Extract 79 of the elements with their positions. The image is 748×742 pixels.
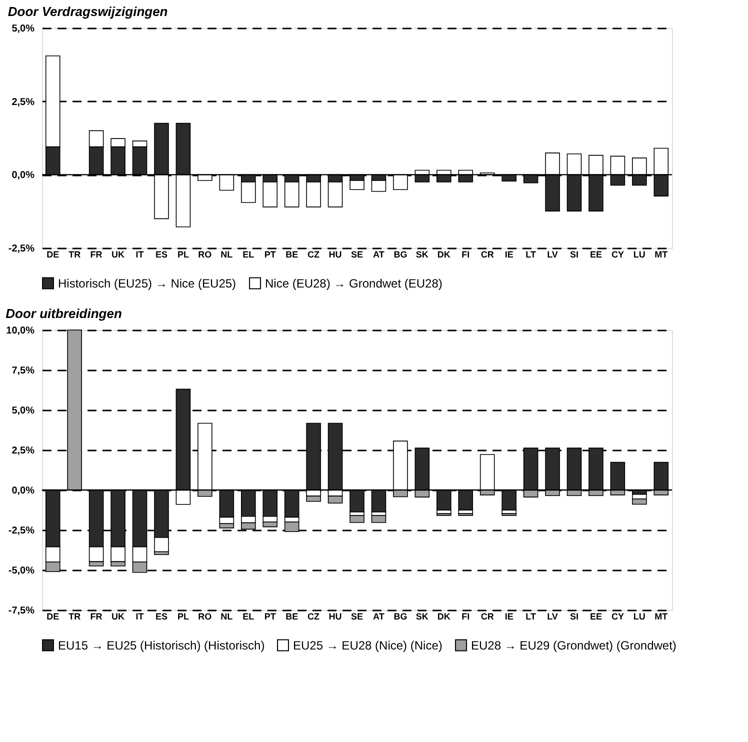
x-tick-label: EE bbox=[590, 250, 602, 260]
x-tick-label: EL bbox=[242, 250, 255, 260]
x-tick-label: ES bbox=[155, 612, 168, 622]
x-tick-label: DK bbox=[437, 250, 451, 260]
x-tick-label: MT bbox=[654, 612, 668, 622]
x-tick-label: HU bbox=[328, 612, 342, 622]
x-tick-label: FR bbox=[90, 612, 103, 622]
y-tick-label: 2,5% bbox=[12, 446, 35, 456]
legend-label: EU15 → EU25 (Historisch) (Historisch) bbox=[58, 638, 265, 652]
legend-label: EU25 → EU28 (Nice) (Nice) bbox=[293, 638, 442, 652]
x-tick-label: MT bbox=[654, 250, 668, 260]
x-tick-label: ES bbox=[155, 250, 168, 260]
x-tick-label: PL bbox=[177, 612, 190, 622]
x-tick-label: IE bbox=[504, 250, 514, 260]
x-tick-label: NL bbox=[220, 612, 234, 622]
y-tick-label: 0,0% bbox=[12, 170, 35, 182]
x-tick-label: LU bbox=[633, 250, 646, 260]
x-tick-label: PL bbox=[177, 250, 190, 260]
x-tick-label: CY bbox=[611, 250, 624, 260]
x-tick-label: SE bbox=[350, 250, 364, 260]
x-tick-label: CZ bbox=[308, 250, 320, 260]
x-tick-label: EE bbox=[590, 612, 602, 622]
x-tick-label: BE bbox=[286, 612, 298, 622]
x-tick-label: PT bbox=[264, 250, 276, 260]
x-tick-label: AT bbox=[373, 612, 385, 622]
x-tick-label: SI bbox=[570, 250, 578, 260]
x-tick-label: SI bbox=[570, 612, 578, 622]
x-tick-label: LV bbox=[547, 250, 558, 260]
x-tick-label: BE bbox=[286, 250, 298, 260]
x-tick-label: HU bbox=[328, 250, 342, 260]
x-tick-label: FI bbox=[462, 250, 470, 260]
x-tick-label: CR bbox=[480, 612, 494, 622]
y-tick-label: 5,0% bbox=[12, 24, 35, 34]
x-tick-label: SK bbox=[416, 612, 429, 622]
x-tick-label: CR bbox=[480, 250, 494, 260]
x-tick-label: PT bbox=[264, 612, 276, 622]
x-tick-label: EL bbox=[242, 612, 255, 622]
x-tick-label: IT bbox=[136, 612, 144, 622]
x-tick-label: BG bbox=[394, 250, 408, 260]
x-tick-label: DE bbox=[46, 250, 60, 260]
y-tick-label: -5,0% bbox=[8, 566, 35, 576]
x-tick-label: LU bbox=[633, 612, 646, 622]
x-tick-label: TR bbox=[68, 612, 82, 622]
x-tick-label: IT bbox=[136, 250, 144, 260]
x-tick-label: RO bbox=[198, 612, 212, 622]
x-tick-label: AT bbox=[373, 250, 385, 260]
x-tick-label: CY bbox=[611, 612, 624, 622]
x-tick-label: NL bbox=[220, 250, 234, 260]
legend-label: EU28 → EU29 (Grondwet) (Grondwet) bbox=[471, 638, 676, 652]
x-tick-label: LT bbox=[526, 612, 536, 622]
x-tick-label: SK bbox=[416, 250, 429, 260]
x-tick-label: DE bbox=[46, 612, 60, 622]
x-tick-label: RO bbox=[198, 250, 212, 260]
chart-title: Door uitbreidingen bbox=[6, 306, 122, 321]
x-tick-label: IE bbox=[504, 612, 514, 622]
chart-title: Door Verdragswijzigingen bbox=[8, 4, 168, 19]
x-tick-label: CZ bbox=[308, 612, 320, 622]
y-tick-label: 5,0% bbox=[12, 406, 35, 416]
x-tick-label: FI bbox=[462, 612, 470, 622]
x-tick-label: DK bbox=[437, 612, 451, 622]
bar bbox=[371, 515, 386, 523]
legend-label: Historisch (EU25) → Nice (EU25) bbox=[58, 276, 236, 290]
y-tick-label: -2,5% bbox=[8, 244, 35, 254]
x-tick-label: FR bbox=[90, 250, 103, 260]
y-tick-label: 10,0% bbox=[6, 326, 35, 336]
y-tick-label: 7,5% bbox=[12, 366, 35, 376]
x-tick-label: SE bbox=[350, 612, 364, 622]
x-tick-label: BG bbox=[394, 612, 408, 622]
x-tick-label: LT bbox=[526, 250, 536, 260]
legend-label: Nice (EU28) → Grondwet (EU28) bbox=[265, 276, 442, 290]
x-tick-label: TR bbox=[68, 250, 82, 260]
x-tick-label: UK bbox=[112, 250, 126, 260]
x-tick-label: LV bbox=[547, 612, 558, 622]
y-tick-label: -7,5% bbox=[8, 606, 35, 616]
y-tick-label: 0,0% bbox=[12, 486, 35, 496]
y-tick-label: 2,5% bbox=[12, 96, 35, 108]
x-tick-label: UK bbox=[112, 612, 126, 622]
y-tick-label: -2,5% bbox=[8, 526, 35, 536]
bar bbox=[350, 515, 364, 523]
